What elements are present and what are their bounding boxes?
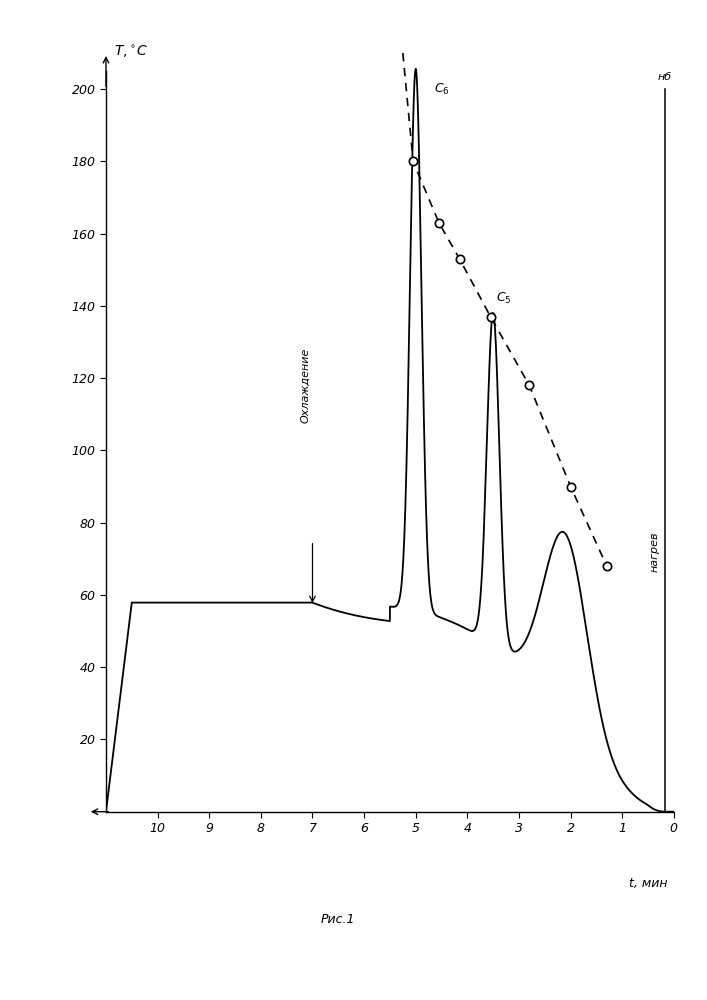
Text: Охлаждение: Охлаждение: [300, 348, 310, 423]
Text: $C_5$: $C_5$: [496, 291, 511, 306]
Text: нб: нб: [658, 72, 672, 82]
Text: нагрев: нагрев: [649, 531, 659, 572]
Text: $T,^{\circ}C$: $T,^{\circ}C$: [114, 44, 148, 60]
Text: t, мин: t, мин: [629, 877, 667, 890]
Text: Рис.1: Рис.1: [321, 913, 356, 926]
Text: $C_6$: $C_6$: [434, 82, 450, 97]
